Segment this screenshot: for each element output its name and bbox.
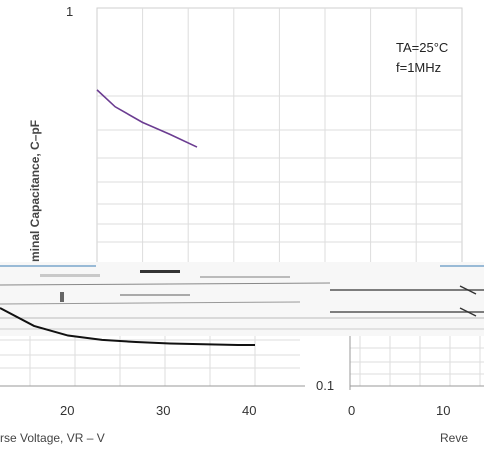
- distorted-band: [0, 262, 484, 336]
- series-upper-curve: [96, 89, 198, 148]
- lower-plot-area: [0, 336, 484, 390]
- x-tick-label-30: 30: [156, 403, 170, 418]
- x-tick-label-20: 20: [60, 403, 74, 418]
- x-tick-label-0: 0: [348, 403, 355, 418]
- x-axis-title-left: rse Voltage, VR – V: [0, 431, 105, 445]
- x-tick-label-40: 40: [242, 403, 256, 418]
- x-tick-label-10: 10: [436, 403, 450, 418]
- y-tick-label-0.1: 0.1: [316, 378, 334, 393]
- lower-grid: [0, 336, 484, 390]
- y-axis-title: minal Capacitance, C–pF: [28, 120, 42, 262]
- y-tick-label-1: 1: [66, 4, 73, 19]
- tick-labels: 1 0.1 20 30 40 0 10: [60, 4, 450, 418]
- series-layer: [0, 89, 477, 346]
- x-axis-title-right: Reve: [440, 431, 468, 445]
- annotation-temperature: TA=25°C: [396, 40, 448, 55]
- series-lower-curve: [0, 307, 255, 346]
- annotation-frequency: f=1MHz: [396, 60, 441, 75]
- upper-grid: [97, 8, 462, 266]
- upper-plot-area: [96, 7, 463, 267]
- series-right-marker-0: [459, 285, 477, 295]
- series-right-marker-1: [459, 307, 477, 317]
